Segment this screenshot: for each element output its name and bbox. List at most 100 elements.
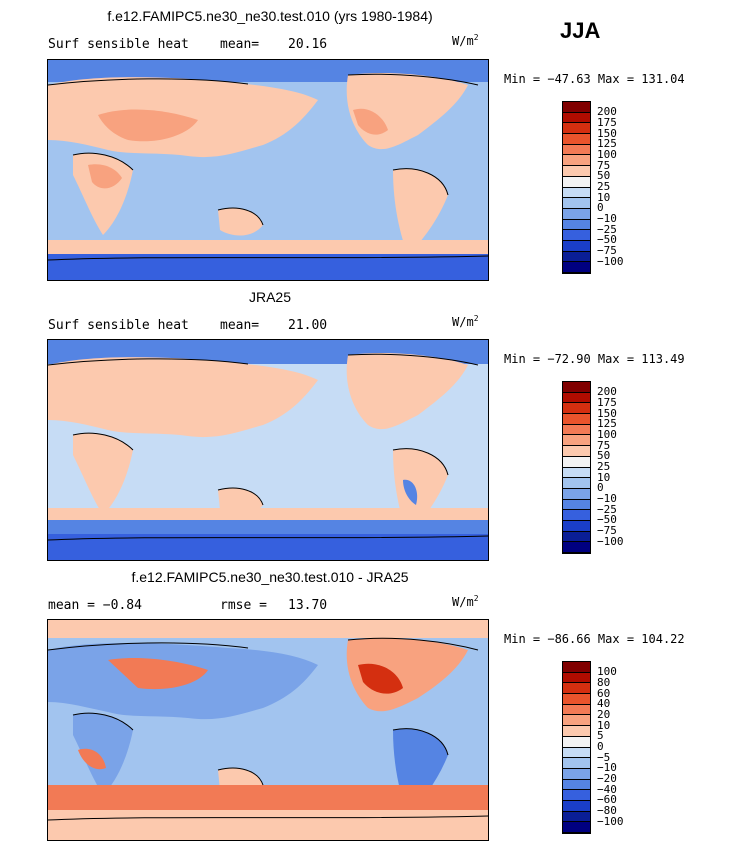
colorbar-tick-label: 40 xyxy=(597,697,611,711)
colorbar-tick-label: 100 xyxy=(597,665,617,679)
colorbar-tick-label: −50 xyxy=(597,233,617,247)
colorbar-swatch xyxy=(563,176,590,188)
panel1-title: f.e12.FAMIPC5.ne30_ne30.test.010 (yrs 19… xyxy=(107,8,433,24)
colorbar-tick-label: −75 xyxy=(597,244,617,258)
colorbar-tick-label: −10 xyxy=(597,212,617,226)
colorbar-tick-label: 0 xyxy=(597,481,604,495)
colorbar-swatch xyxy=(563,499,590,511)
colorbar-swatch xyxy=(563,715,590,727)
colorbar-swatch xyxy=(563,251,590,263)
colorbar-swatch xyxy=(563,144,590,156)
colorbar-swatch xyxy=(563,747,590,759)
colorbar-swatch xyxy=(563,488,590,500)
colorbar-tick-label: 10 xyxy=(597,190,611,204)
colorbar-swatch xyxy=(563,208,590,220)
colorbar-tick-label: 175 xyxy=(597,395,617,409)
colorbar-tick-label: 200 xyxy=(597,105,617,119)
colorbar-tick-label: 200 xyxy=(597,385,617,399)
colorbar-tick-label: 150 xyxy=(597,126,617,140)
colorbar-swatch xyxy=(563,758,590,769)
colorbar-swatch xyxy=(563,531,590,543)
colorbar-tick-label: 25 xyxy=(597,460,611,473)
panel1-units: W/m2 xyxy=(452,33,479,48)
colorbar-swatch xyxy=(563,542,590,553)
panel3-title: f.e12.FAMIPC5.ne30_ne30.test.010 - JRA25 xyxy=(131,569,409,585)
colorbar-swatch xyxy=(563,822,590,833)
colorbar-swatch xyxy=(563,790,590,801)
colorbar-swatch xyxy=(563,811,590,823)
colorbar-tick-label: −25 xyxy=(597,222,617,236)
panel3-map xyxy=(47,619,489,841)
colorbar-tick-label: −75 xyxy=(597,524,617,538)
colorbar-swatch xyxy=(563,779,590,791)
colorbar-swatch xyxy=(563,166,590,177)
colorbar-tick-label: 10 xyxy=(597,470,611,484)
colorbar-swatch xyxy=(563,198,590,209)
colorbar-swatch xyxy=(563,219,590,231)
panel3-rmse-value: 13.70 xyxy=(288,598,328,613)
panel1-colorbar-labels: 200 175 150 125 100 75 50 25 10 0 −10 −25 −50 −75 −100 xyxy=(597,101,657,272)
colorbar-tick-label: −10 xyxy=(597,492,617,506)
colorbar-tick-label: −25 xyxy=(597,502,617,516)
colorbar-tick-label: 0 xyxy=(597,740,604,753)
colorbar-tick-label: 10 xyxy=(597,718,611,732)
colorbar-tick-label: 75 xyxy=(597,158,611,172)
colorbar-swatch xyxy=(563,736,590,748)
colorbar-swatch xyxy=(563,694,590,705)
colorbar-swatch xyxy=(563,704,590,716)
colorbar-tick-label: −50 xyxy=(597,513,617,527)
colorbar-swatch xyxy=(563,467,590,479)
panel3-units: W/m2 xyxy=(452,594,479,609)
panel3-rmse-label: rmse = xyxy=(220,598,267,613)
colorbar-tick-label: −40 xyxy=(597,782,617,796)
colorbar-tick-label: 75 xyxy=(597,438,611,452)
colorbar-tick-label: −20 xyxy=(597,772,617,786)
colorbar-tick-label: 80 xyxy=(597,675,611,689)
colorbar-tick-label: 125 xyxy=(597,417,617,431)
panel2-units: W/m2 xyxy=(452,314,479,329)
colorbar-tick-label: 50 xyxy=(597,449,611,463)
colorbar-swatch xyxy=(563,520,590,532)
colorbar-tick-label: 100 xyxy=(597,147,617,161)
panel2-mean-value: 21.00 xyxy=(288,318,328,333)
panel1-variable-label: Surf sensible heat xyxy=(48,37,189,52)
colorbar-swatch xyxy=(563,683,590,695)
panel2-variable-label: Surf sensible heat xyxy=(48,318,189,333)
colorbar-swatch xyxy=(563,240,590,252)
panel1-mean-value: 20.16 xyxy=(288,37,328,52)
colorbar-tick-label: −100 xyxy=(597,254,624,268)
colorbar-swatch xyxy=(563,424,590,436)
panel2-title: JRA25 xyxy=(248,289,292,305)
panel1-min-max: Min = −47.63 Max = 131.04 xyxy=(504,72,685,86)
colorbar-tick-label: 20 xyxy=(597,707,611,721)
panel3-min-max: Min = −86.66 Max = 104.22 xyxy=(504,632,685,646)
colorbar-tick-label: −10 xyxy=(597,761,617,775)
colorbar-swatch xyxy=(563,768,590,780)
colorbar-tick-label: 125 xyxy=(597,137,617,151)
colorbar-tick-label: 50 xyxy=(597,169,611,183)
colorbar-swatch xyxy=(563,726,590,737)
colorbar-swatch xyxy=(563,262,590,273)
panel3-map-field xyxy=(48,620,488,840)
colorbar-swatch xyxy=(563,403,590,415)
colorbar-tick-label: 0 xyxy=(597,201,604,215)
panel2-mean-label: mean= xyxy=(220,318,260,333)
panel3-colorbar xyxy=(562,661,591,834)
season-label: JJA xyxy=(560,18,601,43)
panel3-colorbar-labels: 100 80 60 40 20 10 5 0 −5 −10 −20 −40 −60 −80 −100 xyxy=(597,661,657,832)
colorbar-tick-label: −80 xyxy=(597,804,617,818)
colorbar-swatch xyxy=(563,382,590,393)
panel2-map-field xyxy=(48,340,488,560)
colorbar-swatch xyxy=(563,112,590,124)
panel1-map-field xyxy=(48,60,488,280)
colorbar-swatch xyxy=(563,456,590,468)
colorbar-swatch xyxy=(563,187,590,199)
colorbar-tick-label: 60 xyxy=(597,686,611,700)
colorbar-tick-label: 175 xyxy=(597,115,617,129)
colorbar-swatch xyxy=(563,510,590,521)
colorbar-tick-label: −60 xyxy=(597,793,617,807)
colorbar-tick-label: 100 xyxy=(597,427,617,441)
colorbar-swatch xyxy=(563,392,590,404)
panel1-colorbar xyxy=(562,101,591,274)
colorbar-swatch xyxy=(563,102,590,113)
